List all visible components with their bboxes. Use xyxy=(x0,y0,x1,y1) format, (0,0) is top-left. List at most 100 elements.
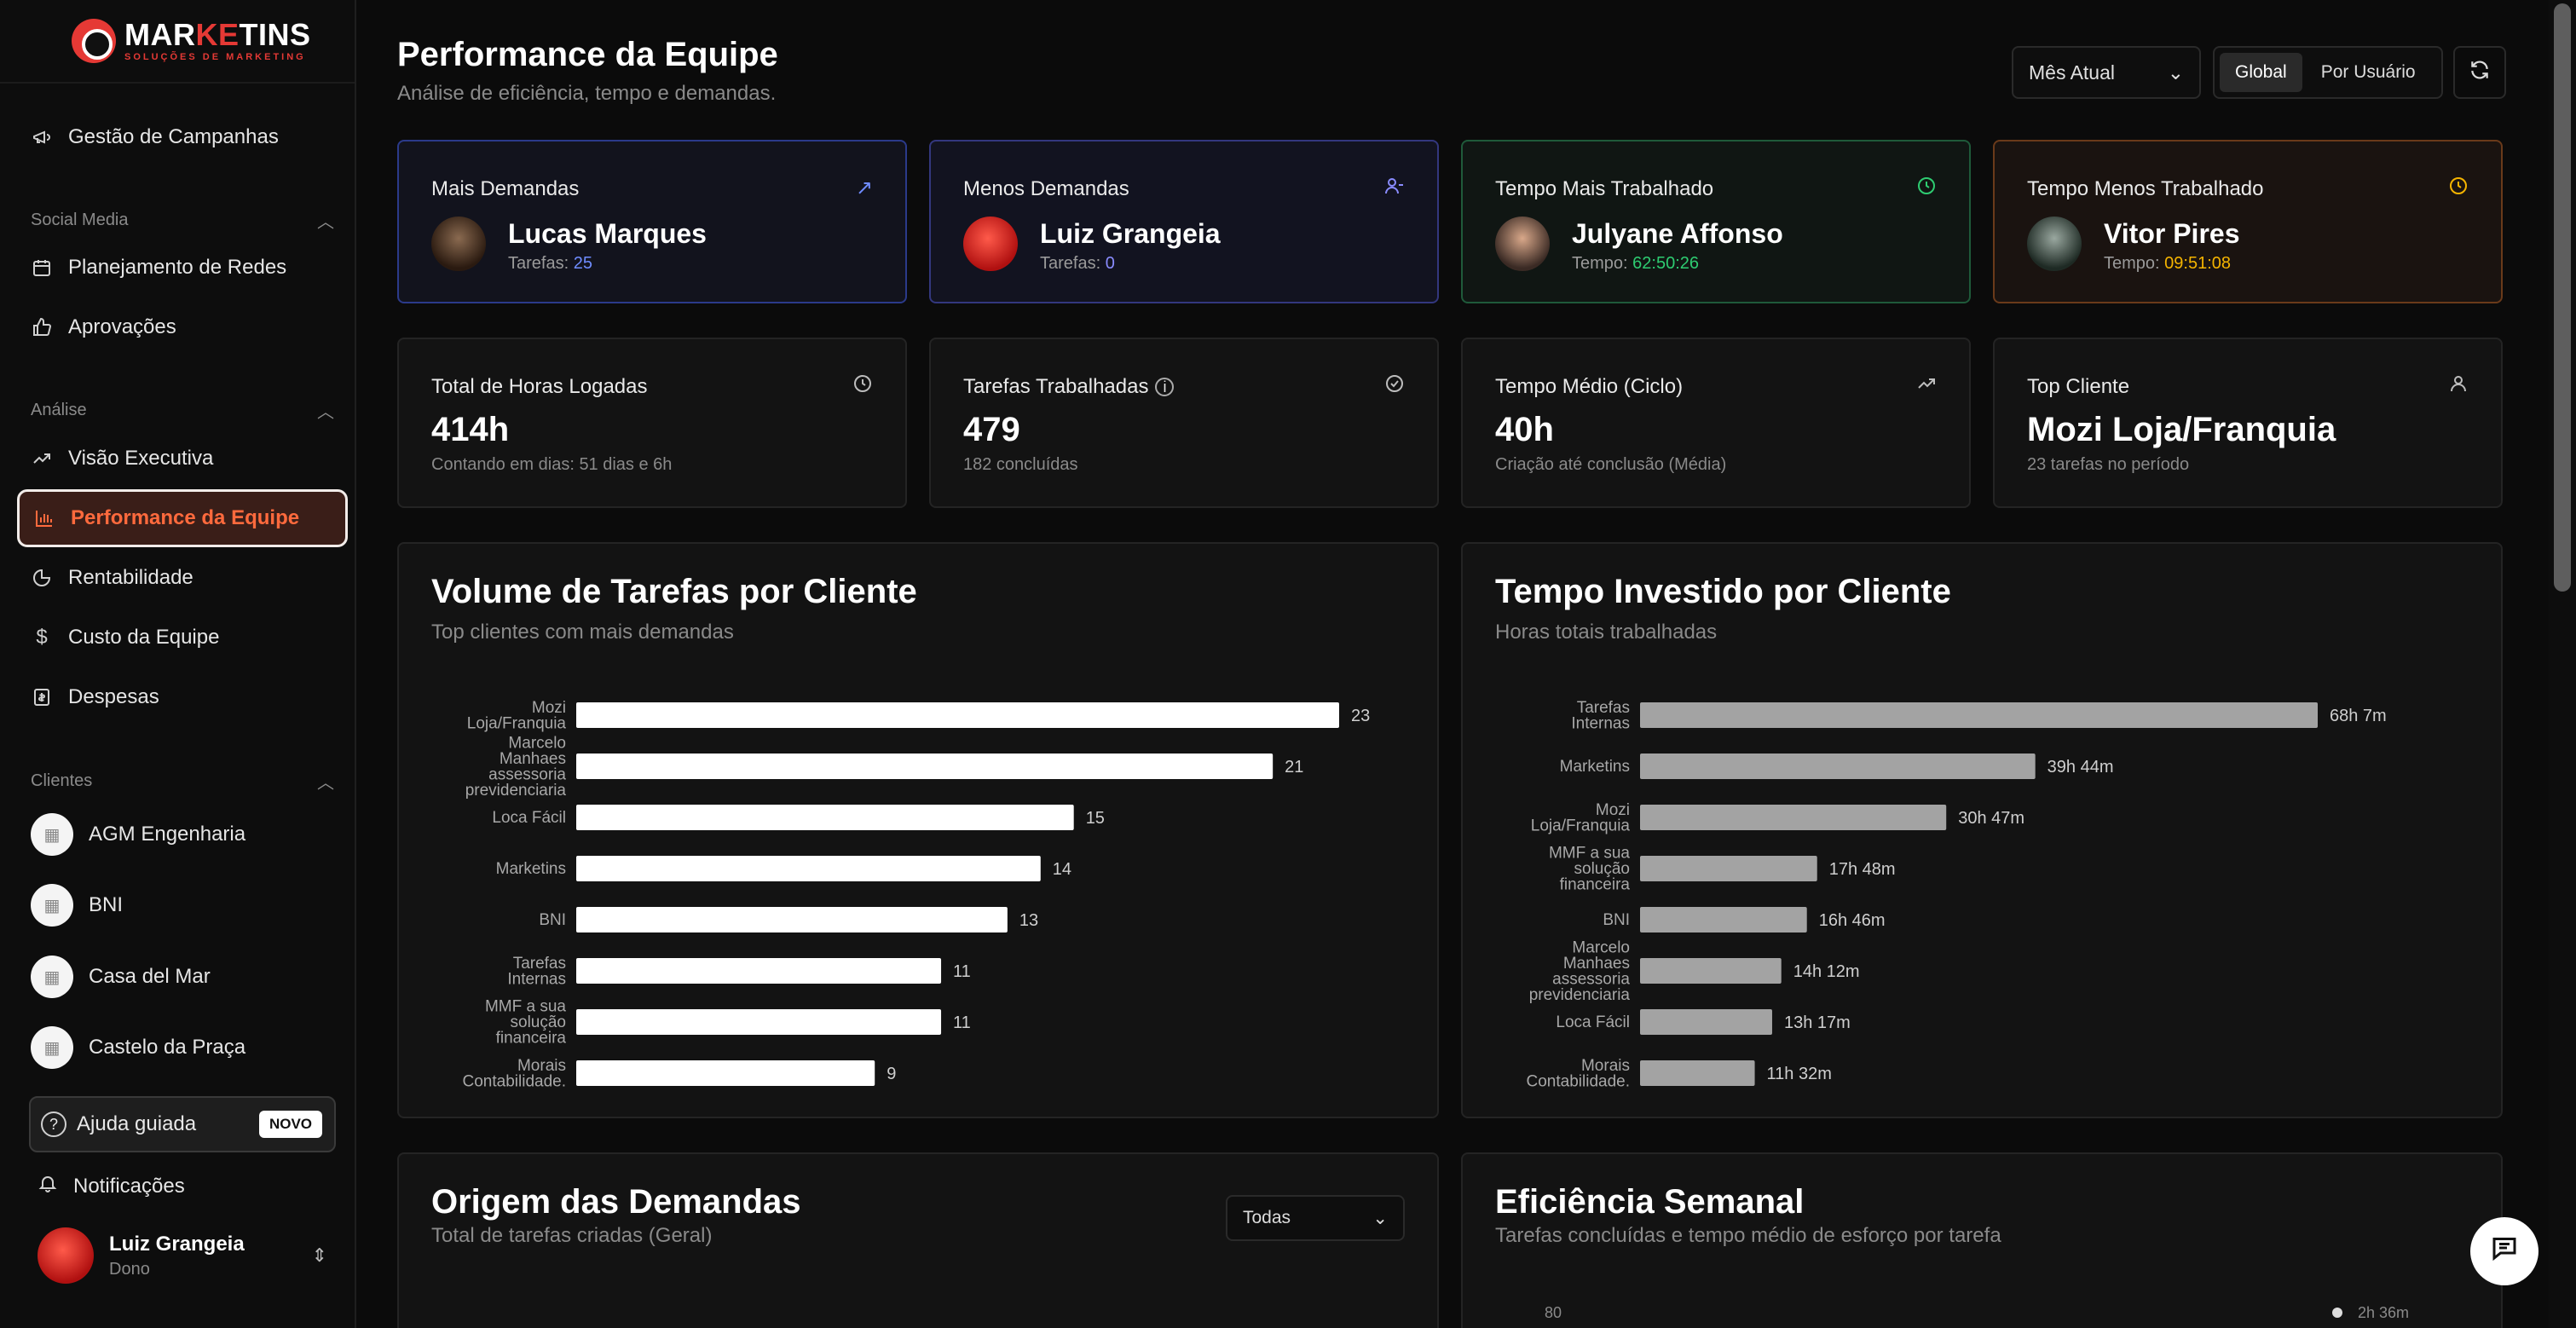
section-analise[interactable]: Análise ︿ xyxy=(31,398,334,423)
highlight-most-tasks: Mais Demandas ↗ Lucas Marques Tarefas: 2… xyxy=(397,140,907,303)
bar xyxy=(1640,856,1817,881)
chart-tempo-investido: Tempo Investido por Cliente Horas totais… xyxy=(1461,542,2503,1118)
tick-label: financeira xyxy=(496,1030,567,1048)
bar xyxy=(1640,958,1782,984)
bar xyxy=(1640,1009,1772,1035)
data-point xyxy=(2332,1308,2342,1318)
tick-label: Internas xyxy=(507,970,566,988)
chevron-down-icon: ⌄ xyxy=(2167,61,2184,84)
main-content: Performance da Equipe Análise de eficiên… xyxy=(358,0,2540,1328)
megaphone-icon xyxy=(31,126,53,148)
sidebar-item-label: Custo da Equipe xyxy=(68,626,220,649)
tick-label: Marcelo xyxy=(1572,938,1630,956)
data-label: 23 xyxy=(1351,707,1370,725)
client-item[interactable]: ▦ Casa del Mar xyxy=(31,956,211,998)
refresh-button[interactable] xyxy=(2453,46,2506,99)
data-label: 15 xyxy=(1086,809,1105,828)
sidebar-item-gestao-campanhas[interactable]: Gestão de Campanhas xyxy=(17,108,348,166)
brand-logo[interactable]: MARKETINS SOLUÇÕES DE MARKETING xyxy=(72,17,311,65)
stat-tempo-medio: Tempo Médio (Ciclo) 40h Criação até conc… xyxy=(1461,338,1971,508)
y-axis-tick: 80 xyxy=(1545,1304,1562,1321)
data-label: 11h 32m xyxy=(1767,1065,1832,1083)
tick-label: Contabilidade. xyxy=(463,1072,566,1090)
tick-label: BNI xyxy=(1603,911,1630,929)
new-badge: NOVO xyxy=(258,1111,322,1138)
avatar xyxy=(963,217,1018,271)
chevron-down-icon: ⌄ xyxy=(1372,1208,1388,1228)
sidebar-item-aprovacoes[interactable]: Aprovações xyxy=(17,298,348,356)
tick-label: Loca Fácil xyxy=(492,809,566,827)
user-role: Dono xyxy=(109,1259,150,1279)
notifications-link[interactable]: Notificações xyxy=(38,1173,185,1199)
stat-top-cliente: Top Cliente Mozi Loja/Franquia 23 tarefa… xyxy=(1993,338,2503,508)
chart-volume-tarefas: Volume de Tarefas por Cliente Top client… xyxy=(397,542,1439,1118)
data-label: 2h 36m xyxy=(2358,1304,2410,1321)
data-label: 30h 47m xyxy=(1958,809,2024,828)
trending-up-icon xyxy=(1916,373,1937,400)
highlight-least-tasks: Menos Demandas Luiz Grangeia Tarefas: 0 xyxy=(929,140,1439,303)
building-icon: ▦ xyxy=(31,956,73,998)
section-clientes[interactable]: Clientes ︿ xyxy=(31,769,334,794)
data-label: 14h 12m xyxy=(1793,962,1860,981)
sidebar-item-visao-executiva[interactable]: Visão Executiva xyxy=(17,430,348,488)
bar xyxy=(576,805,1074,830)
divider xyxy=(0,82,355,84)
tick-label: previdenciaria xyxy=(1529,986,1631,1004)
tick-label: previdenciaria xyxy=(465,782,567,800)
sidebar-item-label: Visão Executiva xyxy=(68,447,214,470)
arrow-up-right-icon: ↗ xyxy=(855,176,873,199)
bar xyxy=(1640,702,2318,728)
sidebar-item-custo-equipe[interactable]: $ Custo da Equipe xyxy=(17,609,348,667)
bar xyxy=(1640,907,1807,932)
info-icon[interactable]: i xyxy=(1155,378,1175,396)
origin-filter-select[interactable]: Todas ⌄ xyxy=(1226,1195,1405,1241)
data-label: 9 xyxy=(887,1065,896,1083)
dollar-icon: $ xyxy=(36,626,48,649)
check-circle-icon xyxy=(1384,373,1405,400)
sidebar: MARKETINS SOLUÇÕES DE MARKETING Gestão d… xyxy=(0,0,356,1328)
avatar xyxy=(2027,217,2082,271)
scroll-thumb[interactable] xyxy=(2554,3,2571,592)
clock-icon xyxy=(852,373,873,400)
thumbs-up-icon xyxy=(31,316,53,338)
user-menu[interactable]: Luiz Grangeia Dono ⇕ xyxy=(38,1227,327,1284)
scope-toggle: Global Por Usuário xyxy=(2213,46,2443,99)
client-item[interactable]: ▦ Castelo da Praça xyxy=(31,1026,245,1069)
tick-label: MMF a sua xyxy=(485,998,566,1016)
toggle-por-usuario[interactable]: Por Usuário xyxy=(2320,62,2416,82)
tick-label: Tarefas xyxy=(513,955,566,973)
sidebar-item-despesas[interactable]: Despesas xyxy=(17,668,348,726)
tick-label: Contabilidade. xyxy=(1527,1072,1630,1090)
sidebar-item-label: Performance da Equipe xyxy=(71,506,300,529)
page-title: Performance da Equipe xyxy=(397,36,778,73)
tick-label: Morais xyxy=(517,1057,566,1075)
chat-button[interactable] xyxy=(2470,1217,2538,1285)
section-social-media[interactable]: Social Media ︿ xyxy=(31,208,334,233)
sidebar-item-planejamento-redes[interactable]: Planejamento de Redes xyxy=(17,239,348,297)
chevron-up-icon: ︿ xyxy=(317,213,334,232)
bar-chart-icon xyxy=(33,507,55,529)
scrollbar[interactable] xyxy=(2549,0,2576,1328)
sidebar-item-performance-equipe[interactable]: Performance da Equipe xyxy=(17,489,348,547)
client-item[interactable]: ▦ AGM Engenharia xyxy=(31,813,245,856)
tick-label: Manhaes xyxy=(500,750,566,768)
sidebar-item-label: Planejamento de Redes xyxy=(68,256,287,279)
chevron-up-icon: ︿ xyxy=(317,403,334,422)
logo-icon xyxy=(72,19,116,63)
data-label: 13 xyxy=(1019,911,1038,930)
bell-icon xyxy=(38,1173,58,1199)
period-select[interactable]: Mês Atual ⌄ xyxy=(2012,46,2201,99)
bar xyxy=(576,702,1339,728)
data-label: 21 xyxy=(1285,758,1303,777)
sidebar-item-rentabilidade[interactable]: Rentabilidade xyxy=(17,549,348,607)
client-item[interactable]: ▦ BNI xyxy=(31,884,123,927)
guided-help-button[interactable]: ? Ajuda guiada NOVO xyxy=(29,1096,336,1152)
building-icon: ▦ xyxy=(31,884,73,927)
data-label: 39h 44m xyxy=(2048,758,2114,777)
building-icon: ▦ xyxy=(31,813,73,856)
toggle-global[interactable]: Global xyxy=(2220,53,2302,92)
tick-label: assessoria xyxy=(488,765,566,783)
bar xyxy=(576,856,1041,881)
chevron-up-icon: ︿ xyxy=(317,774,334,793)
